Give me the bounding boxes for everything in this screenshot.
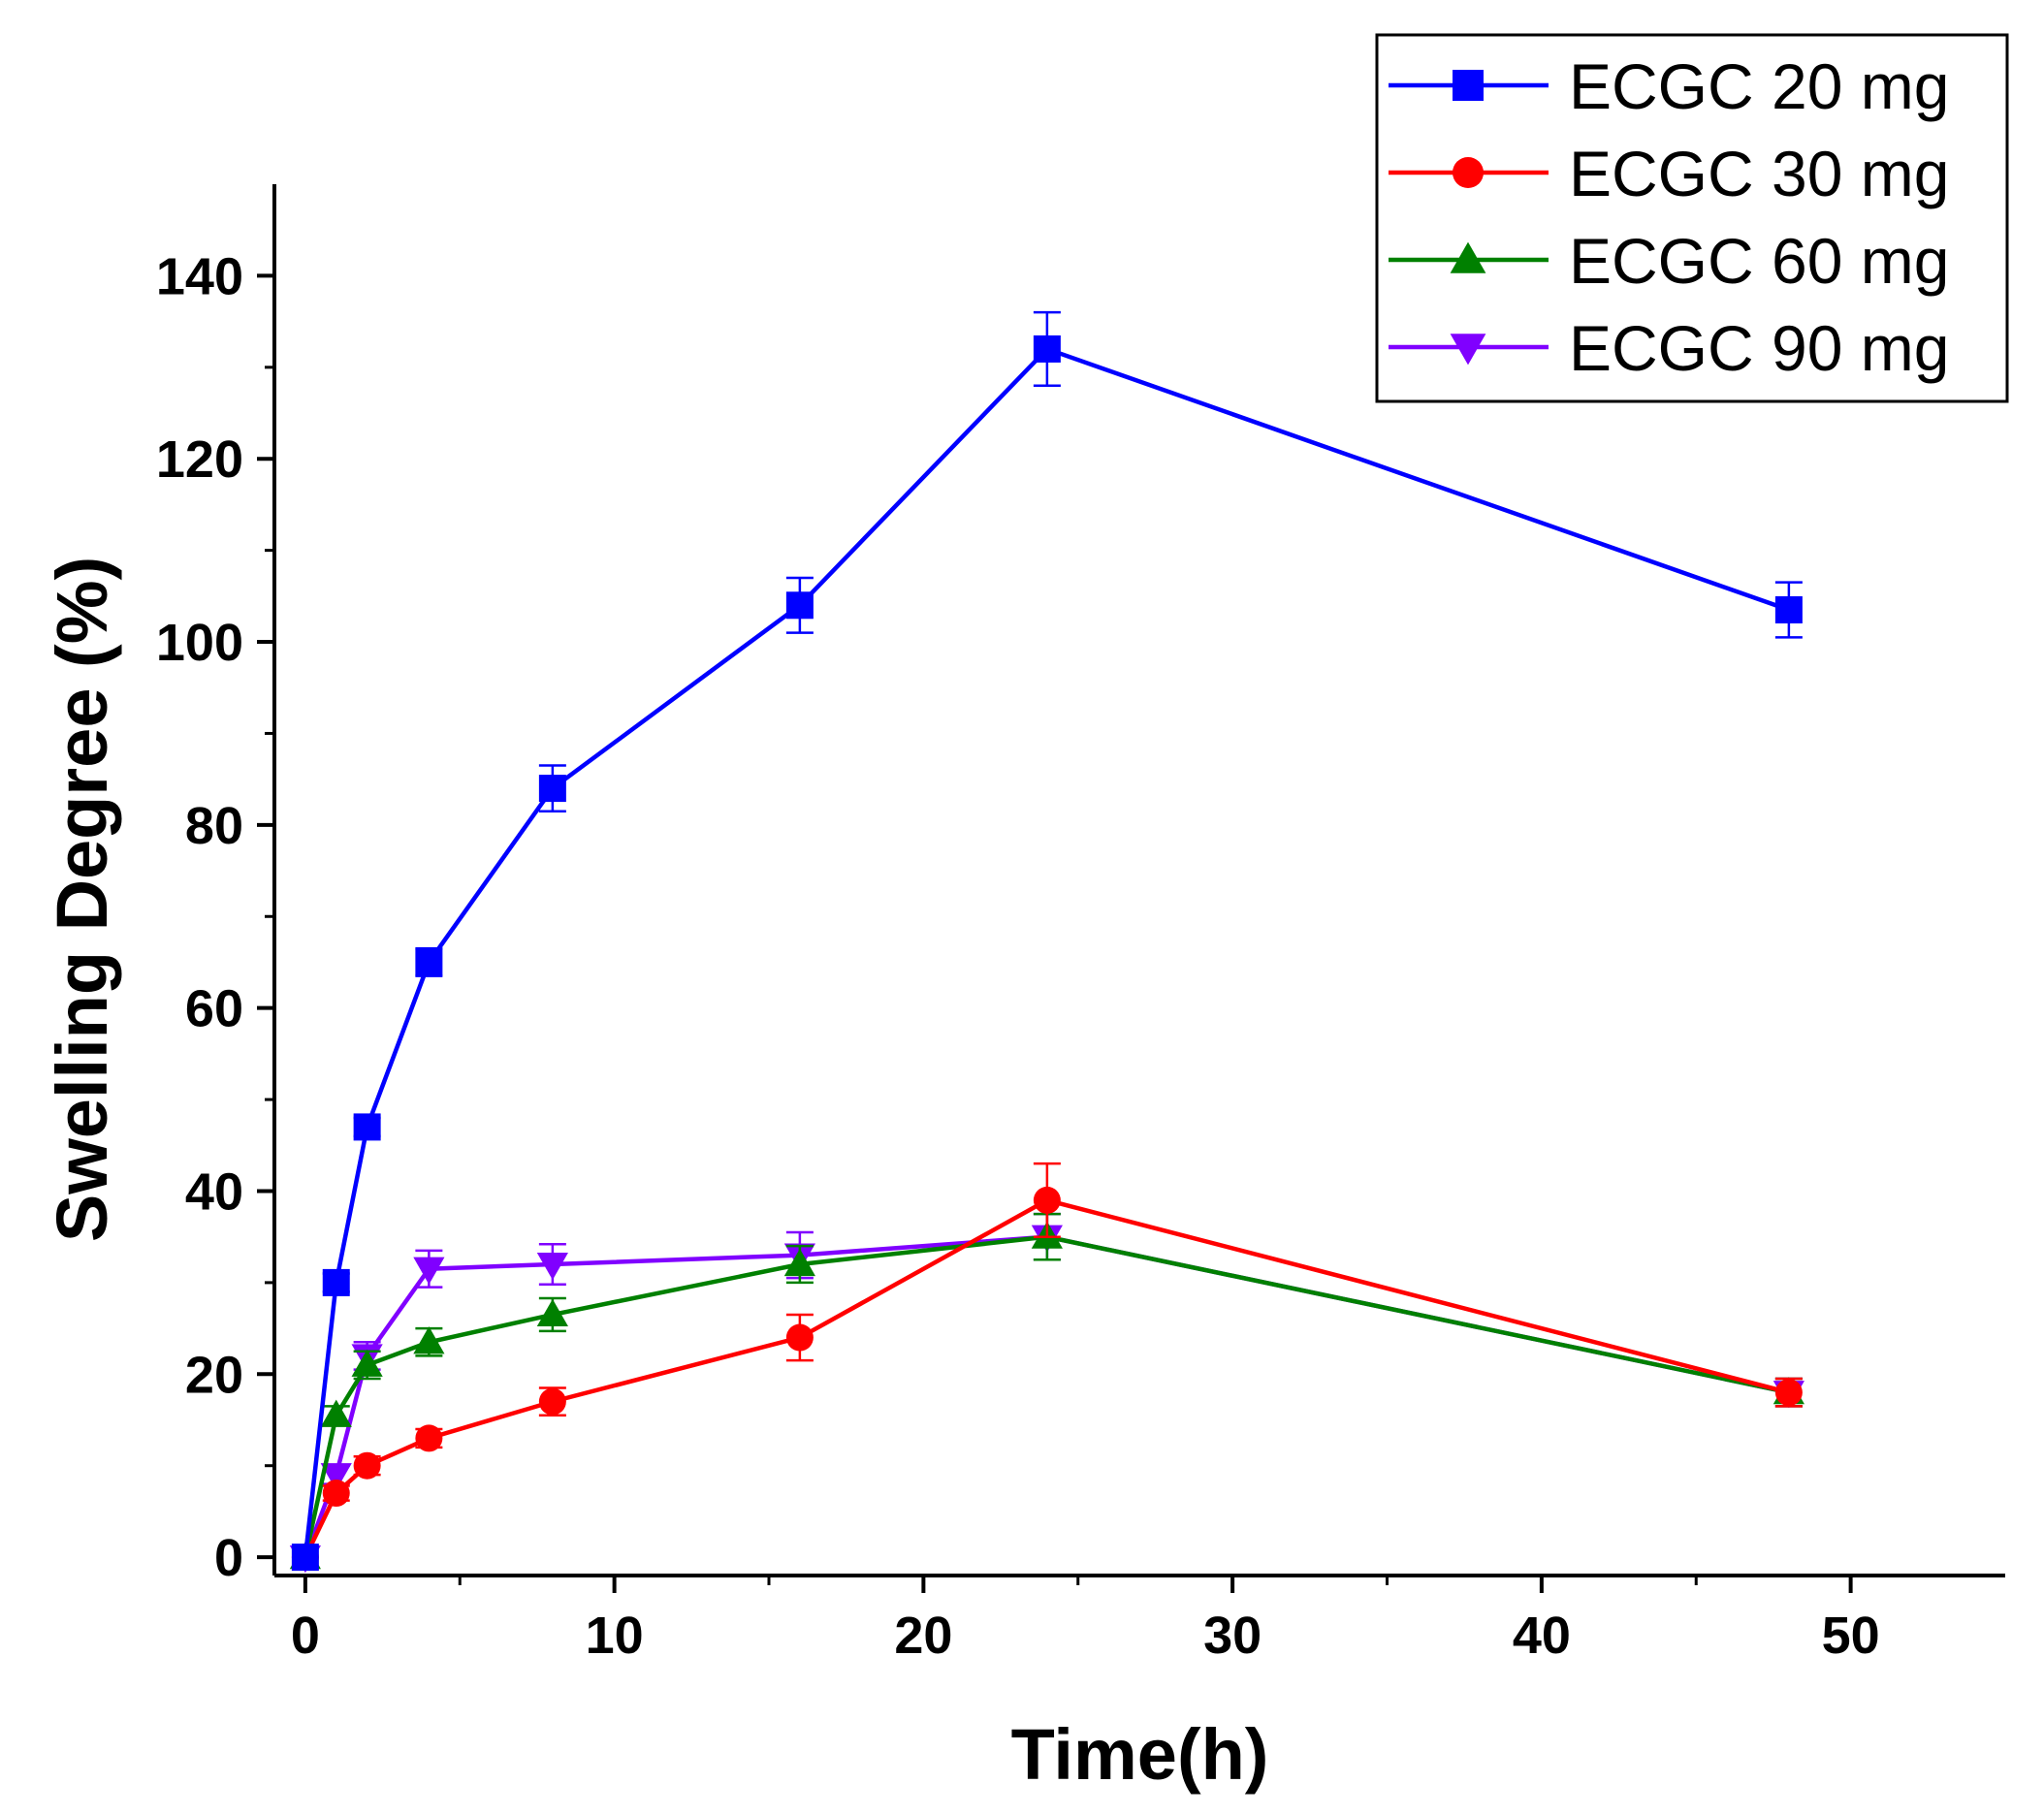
y-tick-label: 120 (156, 430, 243, 489)
x-tick-label: 10 (586, 1607, 644, 1665)
series-line (303, 1234, 1790, 1558)
x-tick-label: 30 (1203, 1607, 1262, 1665)
legend: ECGC 20 mg ECGC 30 mg ECGC 60 mg ECGC 90 mg (1375, 33, 2009, 403)
tick-marks (257, 273, 1853, 1593)
data-point (538, 1387, 566, 1416)
y-tick-label: 60 (185, 980, 243, 1038)
tick-labels: 0 20 40 60 80 100 120 140 0 10 20 30 40 50 (156, 247, 1880, 1665)
legend-label: ECGC 20 mg (1569, 50, 1949, 122)
legend-item: ECGC 90 mg (1389, 312, 1949, 384)
series-1 (291, 1162, 1803, 1572)
series-3 (289, 1212, 1804, 1574)
y-axis-title: Swelling Degree (%) (42, 557, 122, 1242)
data-point (413, 1326, 445, 1354)
x-axis-title: Time(h) (1011, 1714, 1269, 1795)
series-line (303, 346, 1790, 1558)
legend-item: ECGC 20 mg (1389, 50, 1949, 122)
legend-marker (1450, 241, 1486, 273)
data-point (353, 1451, 381, 1480)
data-point (353, 1113, 381, 1141)
data-point (783, 1248, 815, 1277)
y-tick-label: 80 (185, 797, 243, 855)
data-point (1774, 1379, 1803, 1407)
data-point (415, 948, 443, 976)
legend-marker (1453, 157, 1484, 188)
y-tick-label: 140 (156, 247, 243, 305)
data-point (320, 1399, 352, 1427)
data-point (322, 1480, 350, 1508)
data-point (322, 1268, 350, 1296)
data-point (1033, 334, 1061, 363)
series-line (303, 1234, 1790, 1558)
axes (272, 184, 2005, 1577)
legend-item: ECGC 60 mg (1389, 225, 1949, 297)
data-point (413, 1257, 445, 1285)
data-point (351, 1349, 383, 1377)
y-tick-label: 100 (156, 614, 243, 672)
x-tick-label: 40 (1513, 1607, 1571, 1665)
legend-label: ECGC 60 mg (1569, 225, 1949, 297)
data-point (1033, 1186, 1061, 1214)
data-point (785, 1323, 814, 1352)
x-tick-label: 50 (1822, 1607, 1880, 1665)
legend-marker (1453, 70, 1484, 101)
x-tick-label: 0 (291, 1607, 320, 1665)
data-point (536, 1252, 568, 1281)
y-tick-label: 0 (214, 1529, 243, 1587)
y-tick-label: 20 (185, 1346, 243, 1404)
legend-label: ECGC 30 mg (1569, 138, 1949, 209)
data-point (291, 1544, 319, 1572)
data-point (320, 1463, 352, 1491)
legend-item: ECGC 30 mg (1389, 138, 1949, 209)
data-point (415, 1424, 443, 1452)
series-0 (291, 310, 1803, 1572)
data-point (538, 775, 566, 803)
legend-marker (1450, 334, 1486, 366)
y-tick-label: 40 (185, 1162, 243, 1221)
data-point (1774, 595, 1803, 623)
data-point (536, 1298, 568, 1327)
series-layer (289, 310, 1804, 1574)
data-point (785, 591, 814, 620)
legend-label: ECGC 90 mg (1569, 312, 1949, 384)
x-tick-label: 20 (894, 1607, 952, 1665)
